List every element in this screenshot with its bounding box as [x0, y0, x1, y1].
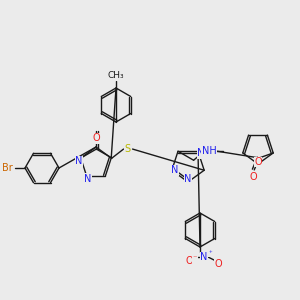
- Text: N: N: [75, 156, 82, 166]
- Text: N: N: [184, 174, 192, 184]
- Text: NH: NH: [202, 146, 217, 156]
- Text: O: O: [214, 259, 222, 269]
- Text: O: O: [254, 157, 262, 167]
- Text: N: N: [200, 252, 208, 262]
- Text: N: N: [84, 174, 91, 184]
- Text: O: O: [93, 133, 100, 143]
- Text: N: N: [197, 148, 205, 158]
- Text: O: O: [185, 256, 193, 266]
- Text: ⁺: ⁺: [208, 251, 212, 257]
- Text: N: N: [171, 165, 178, 175]
- Text: O: O: [249, 172, 257, 182]
- Text: ⁻: ⁻: [193, 254, 197, 262]
- Text: S: S: [124, 144, 130, 154]
- Text: CH₃: CH₃: [108, 71, 124, 80]
- Text: Br: Br: [2, 163, 12, 173]
